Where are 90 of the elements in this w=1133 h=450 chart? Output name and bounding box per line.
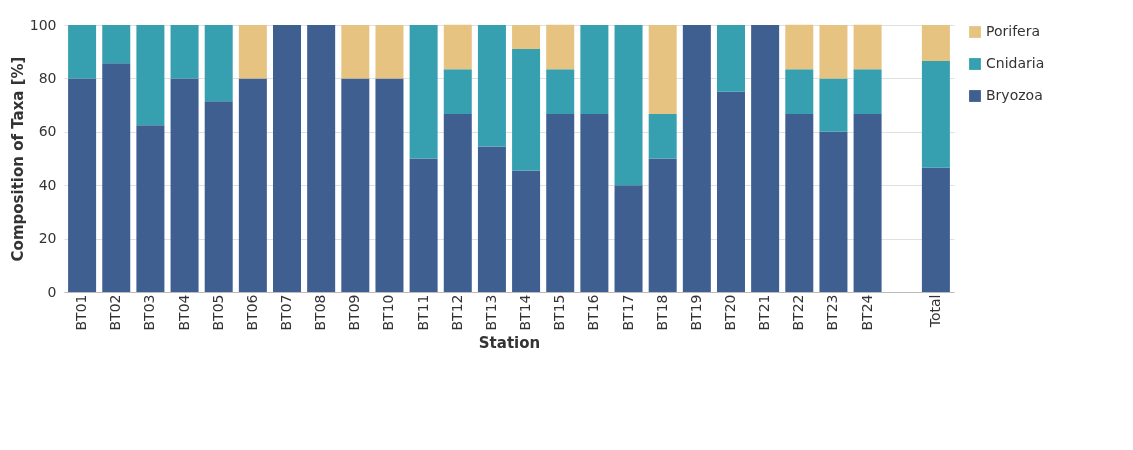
bar: [512, 170, 541, 292]
bar: [921, 25, 950, 62]
y-axis-title: Composition of Taxa [%]: [8, 56, 27, 262]
x-tick-label: BT19: [687, 294, 704, 331]
x-tick-label: BT10: [380, 294, 397, 331]
bar: [341, 25, 370, 79]
bar: [170, 25, 199, 79]
x-tick-label: BT04: [175, 294, 192, 331]
bar: [785, 69, 814, 114]
bar: [785, 113, 814, 292]
legend-label: Porifera: [986, 23, 1041, 39]
bar: [443, 113, 472, 292]
bar: [648, 113, 677, 159]
bar: [853, 24, 882, 70]
legend-label: Bryozoa: [986, 87, 1043, 103]
x-tick-label: BT15: [551, 294, 568, 331]
bar: [307, 25, 336, 292]
x-tick-label: BT07: [278, 294, 295, 331]
legend-label: Cnidaria: [986, 55, 1045, 71]
bar: [648, 158, 677, 292]
bar: [716, 91, 745, 292]
x-tick-label: BT24: [858, 294, 875, 331]
bar: [170, 78, 199, 292]
x-tick-label: BT14: [517, 294, 534, 331]
bar: [785, 24, 814, 70]
y-tick-label: 0: [47, 283, 57, 300]
x-tick-label: BT02: [107, 294, 124, 331]
y-tick-label: 40: [38, 176, 57, 193]
x-tick-label: BT22: [790, 294, 807, 331]
x-tick-label: BT23: [824, 294, 841, 331]
bar: [204, 25, 233, 102]
bar: [819, 25, 848, 79]
bar: [204, 101, 233, 292]
bar: [546, 69, 575, 114]
y-tick-label: 20: [38, 230, 57, 247]
bar: [819, 131, 848, 292]
bar: [477, 25, 506, 147]
bar: [546, 113, 575, 292]
x-tick-label: BT16: [585, 294, 602, 331]
y-tick-label: 100: [29, 16, 57, 33]
bar: [238, 25, 267, 79]
bar: [614, 185, 643, 292]
x-tick-label: BT01: [73, 294, 90, 331]
x-tick-label: BT21: [756, 294, 773, 331]
bar: [512, 25, 541, 50]
bar: [341, 78, 370, 292]
y-tick-label: 80: [38, 69, 57, 86]
bar: [921, 167, 950, 292]
x-tick-label: BT11: [414, 294, 431, 331]
bar: [512, 49, 541, 171]
x-tick-label: BT03: [141, 294, 158, 331]
bar: [102, 25, 131, 64]
bar: [409, 25, 438, 159]
bar: [546, 24, 575, 70]
bar: [921, 61, 950, 168]
x-tick-label: BT20: [721, 294, 738, 331]
bar: [68, 25, 97, 79]
bar: [409, 158, 438, 292]
bar: [682, 25, 711, 292]
bar: [716, 25, 745, 92]
x-tick-label: BT17: [619, 294, 636, 331]
x-tick-label: BT09: [346, 294, 363, 331]
y-tick-label: 60: [38, 123, 57, 140]
x-tick-label: BT13: [482, 294, 499, 331]
bar: [68, 78, 97, 292]
bar: [136, 125, 165, 292]
bar: [375, 25, 404, 79]
bar: [648, 25, 677, 114]
bar: [580, 25, 609, 114]
bar: [819, 78, 848, 132]
x-tick-label: BT18: [653, 294, 670, 331]
bar: [580, 113, 609, 292]
bar: [853, 69, 882, 114]
x-tick-label: BT06: [243, 294, 260, 331]
bar: [102, 63, 131, 292]
bar: [477, 146, 506, 292]
x-axis-title: Station: [478, 334, 541, 353]
bar: [238, 78, 267, 292]
bar: [136, 25, 165, 126]
bar: [375, 78, 404, 292]
bar: [614, 25, 643, 186]
bar: [751, 25, 780, 292]
bar: [443, 24, 472, 70]
x-tick-label: Total: [926, 294, 943, 329]
bar: [853, 113, 882, 292]
bar: [443, 69, 472, 114]
x-tick-label: BT05: [209, 294, 226, 331]
x-tick-label: BT08: [312, 294, 329, 331]
x-tick-label: BT12: [448, 294, 465, 331]
bar: [273, 25, 302, 292]
